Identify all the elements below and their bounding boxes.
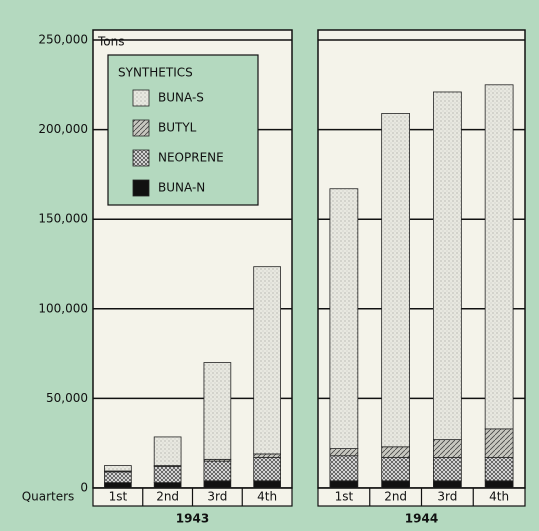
bar-segment — [253, 266, 281, 455]
legend-label: BUNA-N — [158, 181, 205, 195]
bar-segment — [329, 188, 359, 449]
x-axis-label: Quarters — [22, 490, 75, 504]
x-tick-label: 4th — [257, 490, 277, 504]
x-tick-label: 1st — [335, 490, 354, 504]
bar-segment — [253, 480, 281, 489]
bar-segment — [381, 480, 410, 489]
legend-swatch — [132, 149, 150, 167]
bar-segment — [153, 466, 182, 484]
legend-label: NEOPRENE — [158, 151, 224, 165]
bar-segment — [381, 113, 410, 448]
bar-segment — [484, 457, 514, 482]
bar-segment — [433, 457, 462, 482]
bar-segment — [104, 465, 132, 472]
legend-label: BUNA-S — [158, 91, 204, 105]
y-tick-label: 250,000 — [38, 33, 88, 47]
x-tick-label: 1st — [109, 490, 128, 504]
legend-swatch — [132, 119, 150, 137]
legend-label: BUTYL — [158, 121, 197, 135]
bar-segment — [329, 480, 359, 489]
bar-segment — [153, 436, 182, 467]
bar-segment — [433, 439, 462, 458]
bar-segment — [433, 480, 462, 489]
legend-swatch — [132, 89, 150, 107]
bar-segment — [329, 455, 359, 482]
legend-title: SYNTHETICS — [118, 66, 193, 80]
bar-segment — [381, 446, 410, 458]
y-tick-label: 150,000 — [38, 212, 88, 226]
bar-segment — [484, 84, 514, 430]
bar-segment — [203, 480, 232, 489]
legend-swatch — [132, 179, 150, 197]
x-tick-label: 2nd — [384, 490, 407, 504]
bar-segment — [203, 362, 232, 460]
bar-segment — [253, 457, 281, 482]
y-tick-label: 100,000 — [38, 301, 88, 315]
x-tick-label: 2nd — [156, 490, 179, 504]
year-label: 1943 — [176, 512, 209, 526]
bar-segment — [203, 460, 232, 482]
y-tick-label: 0 — [80, 481, 88, 495]
x-tick-label: 4th — [489, 490, 509, 504]
y-tick-label: 200,000 — [38, 122, 88, 136]
y-axis-label: Tons — [97, 35, 125, 49]
bar-segment — [484, 428, 514, 458]
bar-segment — [104, 482, 132, 489]
bar-segment — [381, 457, 410, 482]
bar-segment — [484, 480, 514, 489]
bar-segment — [433, 91, 462, 441]
x-tick-label: 3rd — [437, 490, 457, 504]
year-label: 1944 — [405, 512, 438, 526]
legend: SYNTHETICS BUNA-S BUTYL NEOPRENE BUNA-N — [107, 54, 259, 206]
bar-segment — [104, 471, 132, 484]
bar-segment — [253, 453, 281, 458]
bar-segment — [329, 448, 359, 457]
bar-segment — [153, 482, 182, 489]
x-tick-label: 3rd — [207, 490, 227, 504]
y-tick-label: 50,000 — [46, 391, 88, 405]
